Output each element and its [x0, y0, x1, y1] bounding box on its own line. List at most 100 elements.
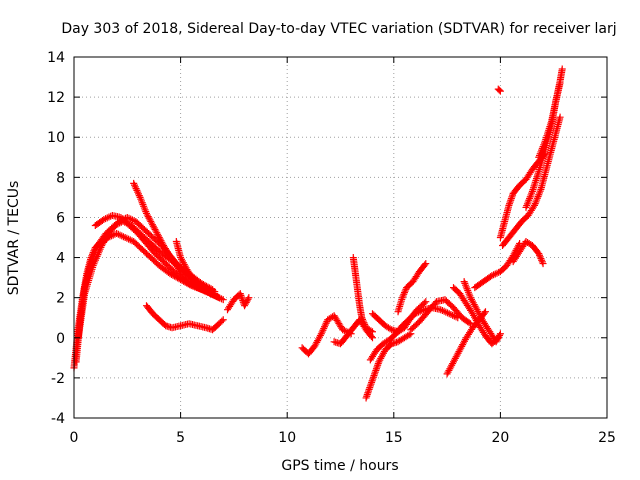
data-point [507, 196, 515, 204]
data-point [114, 230, 122, 238]
series-track-25 [535, 65, 566, 161]
series-track-8 [224, 290, 253, 314]
data-point [398, 294, 406, 302]
plot-frame [73, 56, 608, 419]
data-point [372, 366, 380, 374]
data-point [359, 315, 367, 323]
y-tick-label: 2 [56, 291, 65, 307]
data-point [146, 216, 154, 224]
data-point [145, 214, 153, 222]
data-point [219, 296, 227, 304]
data-point [371, 368, 379, 376]
x-tick-label: 0 [70, 430, 79, 446]
data-point [148, 219, 156, 227]
data-point [399, 292, 407, 300]
data-point [506, 198, 514, 206]
data-point [359, 317, 367, 325]
y-tick-label: 8 [56, 170, 65, 186]
data-point [421, 261, 429, 269]
data-point [374, 361, 382, 369]
x-axis-title: GPS time / hours [281, 458, 398, 474]
data-point [158, 238, 166, 246]
data-point [509, 191, 517, 199]
data-point [154, 232, 162, 240]
data-point [244, 295, 252, 303]
data-point [144, 213, 152, 221]
data-point [339, 326, 347, 334]
data-point [241, 300, 249, 308]
data-point [142, 209, 150, 217]
y-tick-label: 6 [56, 210, 65, 226]
data-point [364, 389, 372, 397]
data-point [156, 235, 164, 243]
data-point [118, 232, 126, 240]
data-point [361, 320, 369, 328]
data-point [372, 365, 380, 373]
data-point [491, 270, 499, 278]
data-point [238, 295, 246, 303]
data-point [496, 330, 504, 338]
series-track-15 [394, 260, 430, 316]
data-point [102, 215, 110, 223]
data-point [556, 113, 564, 121]
grid [74, 57, 607, 418]
data-point [507, 195, 515, 203]
data-point [157, 237, 165, 245]
data-point [125, 214, 133, 222]
series-track-16 [407, 296, 475, 334]
data-point [449, 311, 457, 319]
data-point [558, 65, 566, 73]
data-point [442, 308, 450, 316]
data-point [243, 297, 251, 305]
data-point [367, 327, 375, 335]
series-track-12 [362, 330, 415, 402]
series-track-23 [509, 238, 547, 268]
data-point [493, 269, 501, 277]
data-point [153, 229, 161, 237]
y-tick-label: -2 [51, 371, 65, 387]
data-point [368, 328, 376, 336]
data-point [450, 312, 458, 320]
data-point [371, 370, 379, 378]
data-point [538, 258, 546, 266]
data-point [236, 290, 244, 298]
series-track-22 [499, 113, 564, 250]
data-point [242, 298, 250, 306]
data-point [496, 331, 504, 339]
y-tick-label: 0 [56, 331, 65, 347]
data-point [374, 360, 382, 368]
data-point [368, 378, 376, 386]
data-point [481, 308, 489, 316]
data-point [148, 221, 156, 229]
data-point [155, 234, 163, 241]
data-point [535, 250, 543, 258]
data-point [400, 290, 408, 298]
data-point [358, 314, 366, 322]
y-tick-label: 10 [47, 130, 65, 146]
data-point [508, 193, 516, 201]
data-point [420, 299, 428, 307]
data-point [539, 260, 547, 268]
data-point [386, 325, 394, 333]
x-tick-label: 25 [598, 430, 616, 446]
data-point [215, 294, 223, 302]
data-point [422, 260, 430, 268]
data-point [369, 375, 377, 383]
data-point [495, 86, 503, 94]
data-point [119, 233, 127, 241]
data-point [492, 338, 500, 346]
data-point [538, 256, 546, 264]
data-point [128, 216, 136, 224]
data-point [363, 391, 371, 399]
data-point [401, 287, 409, 295]
data-point [150, 224, 158, 232]
data-point [245, 294, 253, 302]
data-point [405, 331, 413, 339]
data-point [218, 317, 226, 325]
data-point [445, 310, 453, 318]
data-point [147, 217, 155, 225]
x-tick-label: 10 [278, 430, 296, 446]
data-point [490, 271, 498, 279]
data-point [366, 384, 374, 392]
